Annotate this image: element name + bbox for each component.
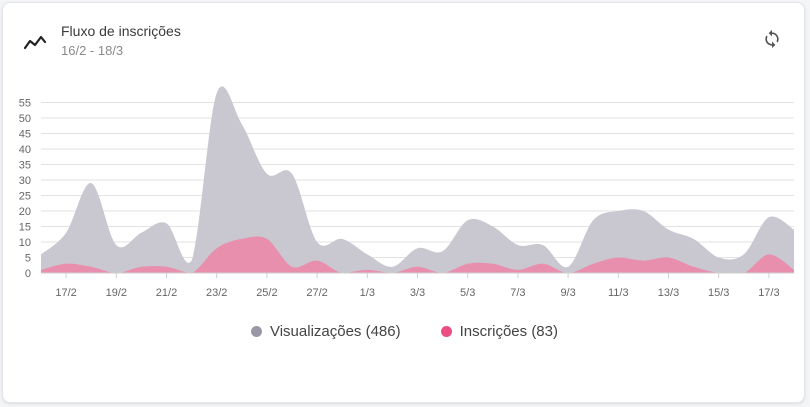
date-range: 16/2 - 18/3 <box>61 43 124 58</box>
y-tick-label: 30 <box>19 175 31 187</box>
signup-flow-chart: 0 5 10 15 20 25 30 35 40 45 50 55 17/2 19/2 21/2 23/2 25… <box>19 86 794 299</box>
y-tick-label: 35 <box>19 160 31 172</box>
y-tick-label: 40 <box>19 144 31 156</box>
legend-item-signups[interactable]: Inscrições (83) <box>440 323 558 340</box>
y-tick-label: 10 <box>19 237 31 249</box>
x-tick-label: 13/3 <box>658 287 679 299</box>
x-tick-label: 21/2 <box>156 287 177 299</box>
y-tick-label: 45 <box>19 129 31 141</box>
legend-dot-signups <box>440 326 452 337</box>
series-area-views <box>41 86 794 273</box>
y-tick-label: 25 <box>19 191 31 203</box>
refresh-icon <box>765 29 779 49</box>
legend-dot-views <box>250 326 262 337</box>
x-tick-label: 5/3 <box>460 287 475 299</box>
x-tick-label: 15/3 <box>708 287 729 299</box>
y-tick-label: 55 <box>19 98 31 110</box>
y-tick-label: 5 <box>25 253 31 265</box>
legend-label-views: Visualizações (486) <box>269 323 401 340</box>
signup-flow-card: Fluxo de inscrições 16/2 - 18/3 0 5 10 15 20… <box>2 2 805 403</box>
x-tick-label: 27/2 <box>306 287 327 299</box>
x-tick-label: 25/2 <box>256 287 277 299</box>
x-tick-label: 11/3 <box>608 287 629 299</box>
y-tick-label: 20 <box>19 206 31 218</box>
refresh-button[interactable] <box>758 25 786 53</box>
x-tick-label: 17/2 <box>55 287 76 299</box>
x-tick-label: 1/3 <box>360 287 375 299</box>
trend-line-icon <box>23 35 47 50</box>
x-tick-label: 17/3 <box>758 287 779 299</box>
legend-label-signups: Inscrições (83) <box>459 323 558 340</box>
legend-item-views[interactable]: Visualizações (486) <box>250 323 401 340</box>
card-title: Fluxo de inscrições <box>61 23 181 39</box>
chart-legend: Visualizações (486) Inscrições (83) <box>3 323 806 340</box>
y-tick-label: 0 <box>25 268 31 280</box>
x-tick-label: 7/3 <box>510 287 525 299</box>
y-tick-label: 15 <box>19 222 31 234</box>
x-tick-label: 9/3 <box>560 287 575 299</box>
x-tick-label: 3/3 <box>410 287 425 299</box>
x-tick-label: 23/2 <box>206 287 227 299</box>
series-area-signups <box>41 236 794 273</box>
x-tick-label: 19/2 <box>106 287 127 299</box>
y-tick-label: 50 <box>19 113 31 125</box>
